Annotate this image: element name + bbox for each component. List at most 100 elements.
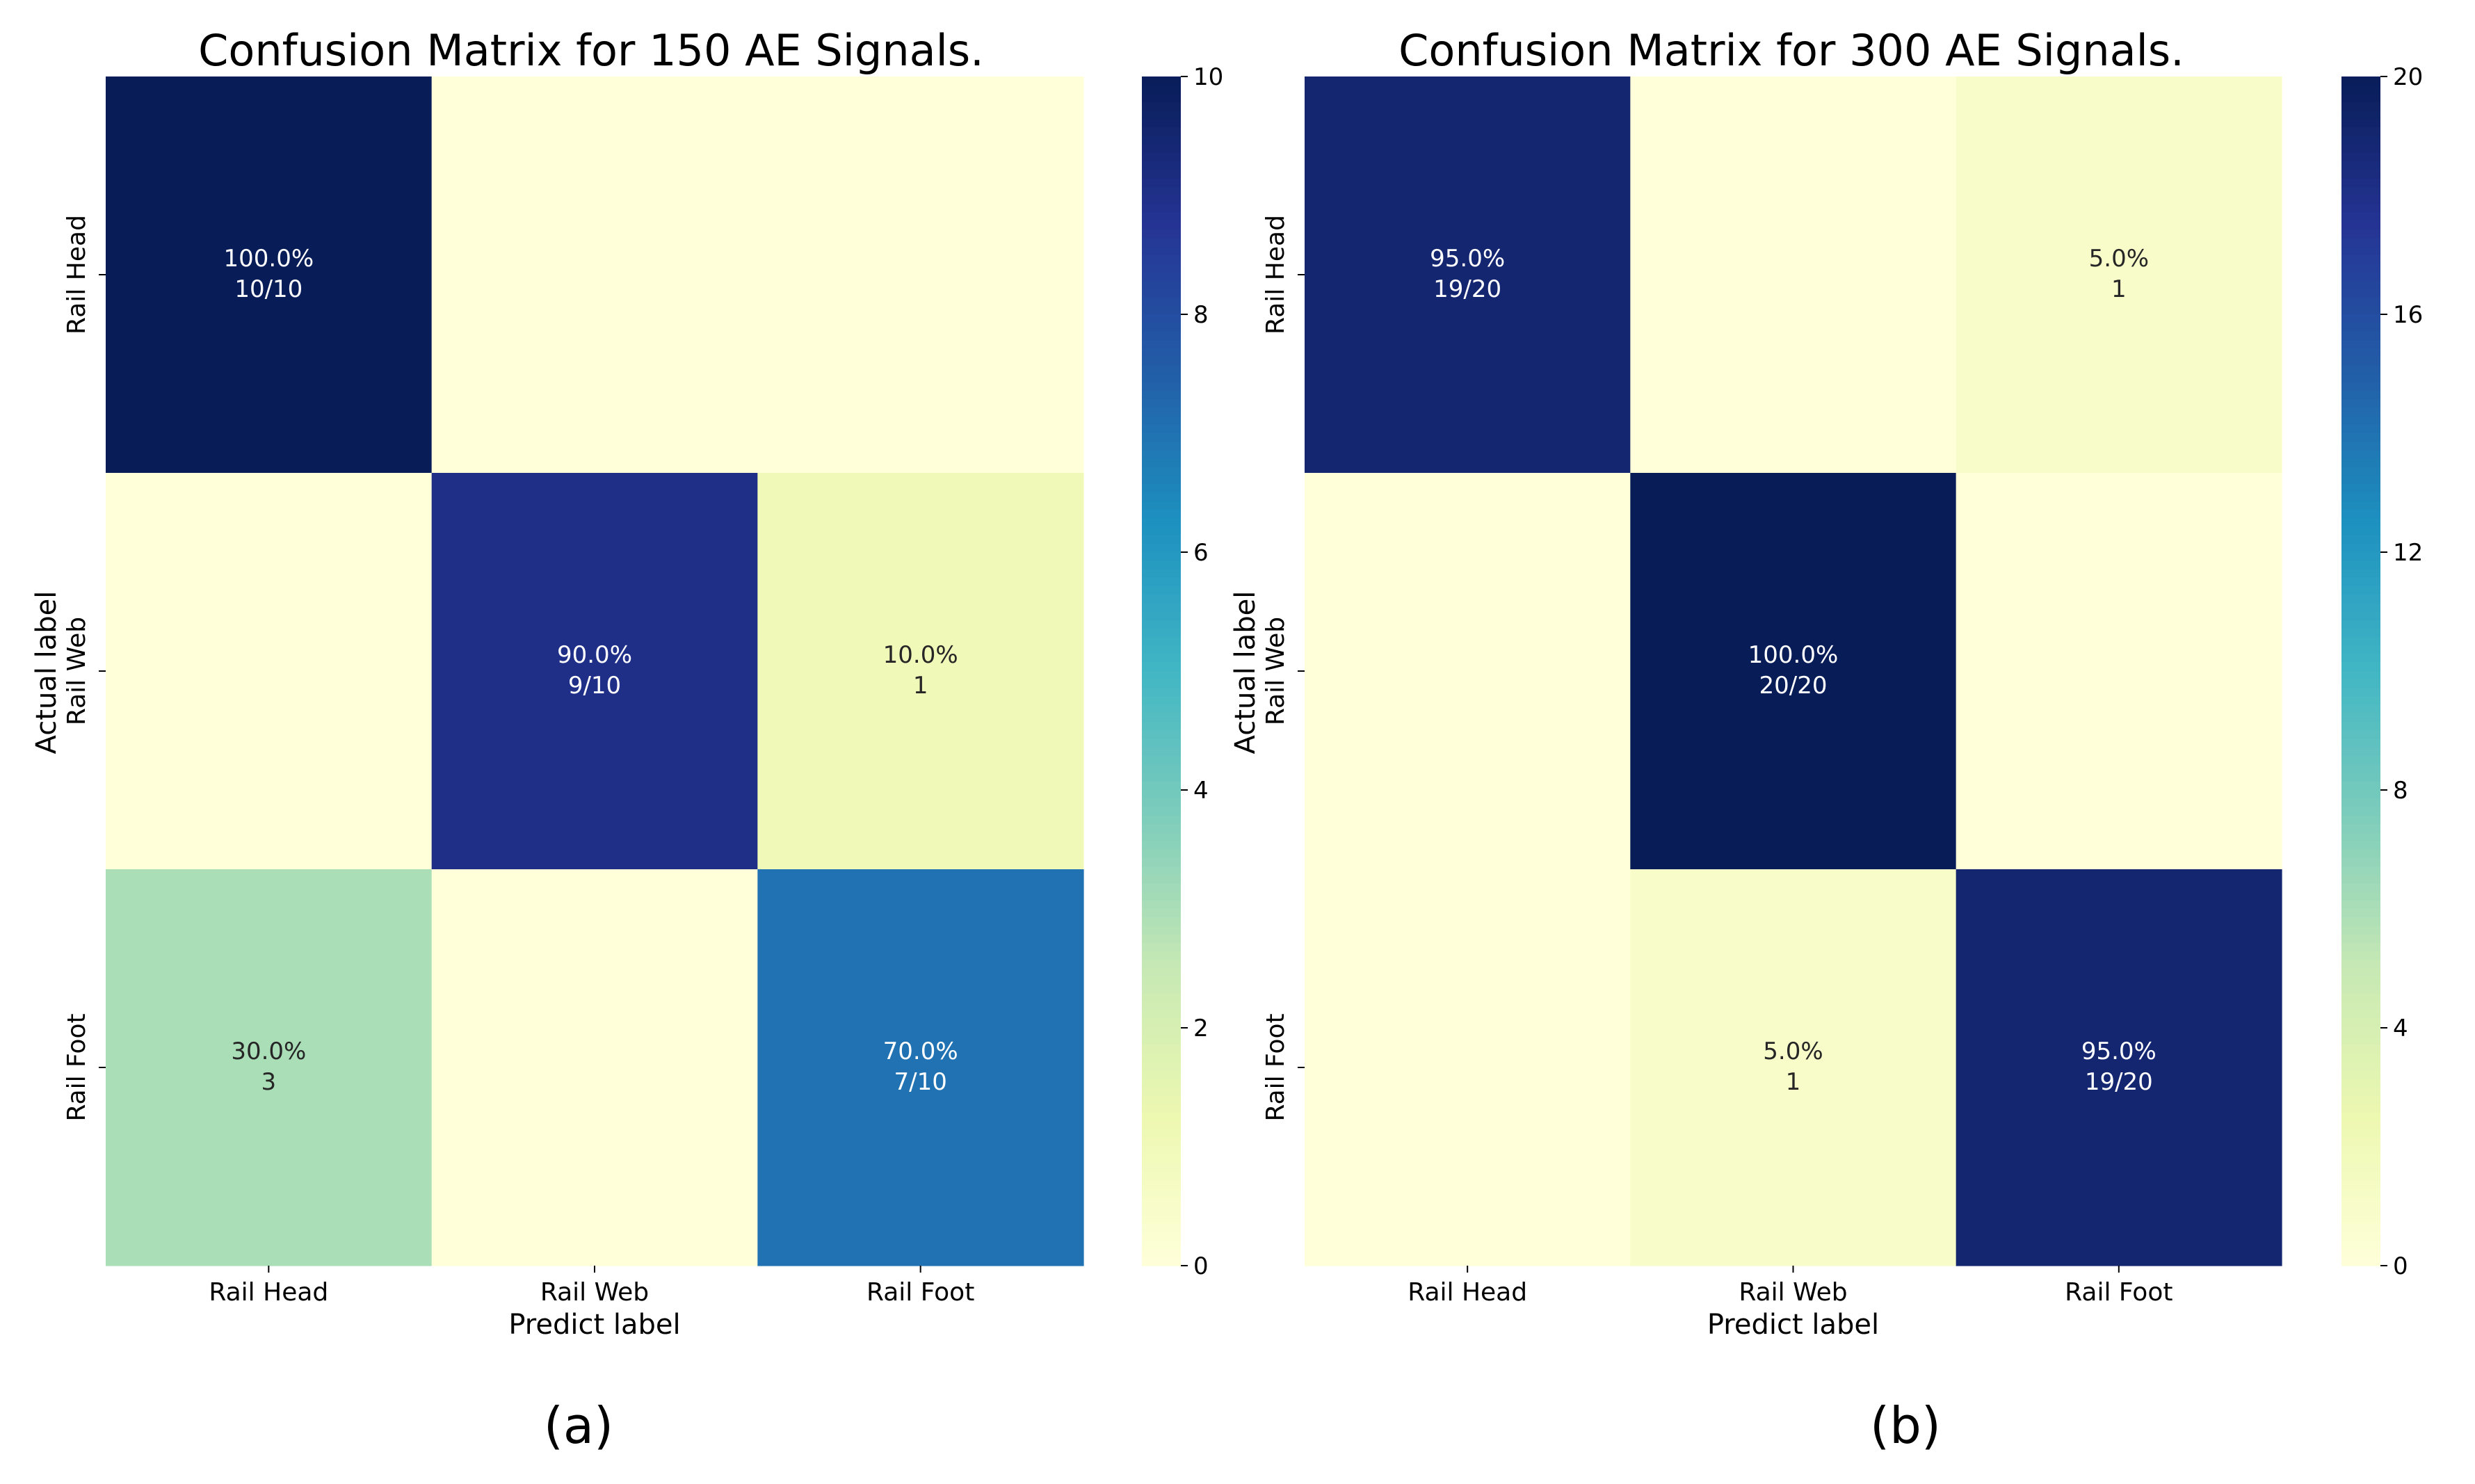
colorbar-segment: [1142, 815, 1181, 825]
colorbar-segment: [2341, 849, 2380, 859]
colorbar-segment: [2341, 93, 2380, 103]
colorbar-segment: [2341, 1019, 2380, 1029]
colorbar-segment: [2341, 857, 2380, 867]
colorbar-segment: [1142, 560, 1181, 570]
colorbar-segment: [2341, 1197, 2380, 1207]
colorbar-segment: [1142, 382, 1181, 392]
colorbar-segment: [2341, 1002, 2380, 1012]
colorbar-segment: [1142, 1206, 1181, 1216]
colorbar-segment: [1142, 1045, 1181, 1054]
colorbar-tick-label: 8: [1193, 301, 1209, 329]
colorbar-segment: [2341, 76, 2380, 86]
colorbar-segment: [1142, 807, 1181, 816]
colorbar-segment: [1142, 688, 1181, 697]
colorbar-segment: [1142, 255, 1181, 264]
colorbar-segment: [1142, 620, 1181, 629]
cell-percent-label: 10.0%: [883, 641, 958, 669]
colorbar-segment: [2341, 382, 2380, 392]
colorbar-segment: [2341, 399, 2380, 409]
colorbar-tick-label: 20: [2393, 63, 2423, 91]
colorbar-segment: [1142, 297, 1181, 307]
colorbar-segment: [2341, 1206, 2380, 1216]
cell-percent-label: 95.0%: [2081, 1038, 2156, 1065]
colorbar-segment: [1142, 586, 1181, 595]
colorbar-segment: [1142, 823, 1181, 833]
colorbar-segment: [1142, 841, 1181, 850]
colorbar-segment: [2341, 781, 2380, 791]
colorbar-segment: [1142, 1129, 1181, 1139]
colorbar-segment: [1142, 909, 1181, 919]
colorbar-segment: [2341, 976, 2380, 986]
heatmap-cell-r2-c2: [757, 869, 1084, 1266]
colorbar-segment: [2341, 110, 2380, 120]
colorbar-segment: [2341, 798, 2380, 808]
colorbar-segment: [1142, 424, 1181, 434]
colorbar-tick-label: 4: [1193, 777, 1209, 805]
heatmap-cell-r1-c1: [431, 473, 758, 870]
colorbar-segment: [1142, 212, 1181, 222]
subfigure-caption: (b): [1870, 1396, 1941, 1455]
cell-count-label: 20/20: [1759, 672, 1828, 700]
colorbar-segment: [2341, 229, 2380, 239]
colorbar-segment: [2341, 501, 2380, 510]
colorbar-segment: [2341, 152, 2380, 162]
cell-count-label: 1: [1786, 1068, 1801, 1096]
colorbar-segment: [2341, 1104, 2380, 1113]
heatmap-cell-r0-c0: [1305, 76, 1631, 474]
colorbar-segment: [1142, 883, 1181, 893]
colorbar-segment: [2341, 323, 2380, 332]
colorbar-segment: [1142, 1172, 1181, 1181]
colorbar-segment: [1142, 552, 1181, 562]
colorbar-segment: [2341, 1189, 2380, 1199]
colorbar-segment: [2341, 390, 2380, 400]
colorbar-segment: [1142, 773, 1181, 782]
colorbar-segment: [2341, 526, 2380, 536]
heatmap-cell-r0-c1: [431, 76, 758, 474]
colorbar-segment: [1142, 1095, 1181, 1105]
cell-count-label: 19/20: [1433, 275, 1501, 303]
colorbar-segment: [1142, 1163, 1181, 1173]
colorbar-segment: [2341, 467, 2380, 476]
colorbar-segment: [1142, 76, 1181, 86]
colorbar-segment: [1142, 373, 1181, 383]
colorbar-segment: [1142, 119, 1181, 129]
colorbar-segment: [1142, 186, 1181, 196]
colorbar-segment: [2341, 645, 2380, 655]
colorbar-segment: [2341, 1028, 2380, 1038]
colorbar-segment: [1142, 93, 1181, 103]
chart-title: Confusion Matrix for 300 AE Signals.: [1398, 25, 2184, 76]
colorbar-segment: [2341, 662, 2380, 672]
cell-percent-label: 5.0%: [2089, 245, 2149, 273]
cell-count-label: 1: [913, 672, 928, 700]
colorbar-segment: [2341, 271, 2380, 281]
colorbar-segment: [1142, 1087, 1181, 1097]
colorbar-segment: [2341, 416, 2380, 426]
colorbar-segment: [1142, 314, 1181, 324]
chart-title: Confusion Matrix for 150 AE Signals.: [198, 25, 984, 76]
colorbar-segment: [2341, 1087, 2380, 1097]
cell-count-label: 1: [2111, 275, 2127, 303]
colorbar-segment: [2341, 1223, 2380, 1232]
colorbar-segment: [1142, 1189, 1181, 1199]
cell-percent-label: 100.0%: [224, 245, 314, 273]
colorbar-segment: [2341, 1240, 2380, 1250]
colorbar-segment: [1142, 934, 1181, 944]
colorbar-segment: [1142, 1053, 1181, 1063]
colorbar-segment: [2341, 696, 2380, 706]
colorbar-segment: [2341, 654, 2380, 663]
colorbar-segment: [2341, 348, 2380, 357]
colorbar-segment: [1142, 238, 1181, 248]
heatmap-cell-r1-c2: [757, 473, 1084, 870]
colorbar-segment: [1142, 348, 1181, 357]
y-tick-label: Rail Head: [63, 215, 91, 334]
colorbar-segment: [1142, 985, 1181, 994]
colorbar-segment: [2341, 543, 2380, 553]
colorbar-segment: [1142, 764, 1181, 774]
colorbar-segment: [1142, 271, 1181, 281]
colorbar-segment: [1142, 1104, 1181, 1113]
colorbar-segment: [1142, 1070, 1181, 1080]
colorbar-segment: [1142, 798, 1181, 808]
colorbar-segment: [1142, 229, 1181, 239]
colorbar-segment: [2341, 611, 2380, 621]
